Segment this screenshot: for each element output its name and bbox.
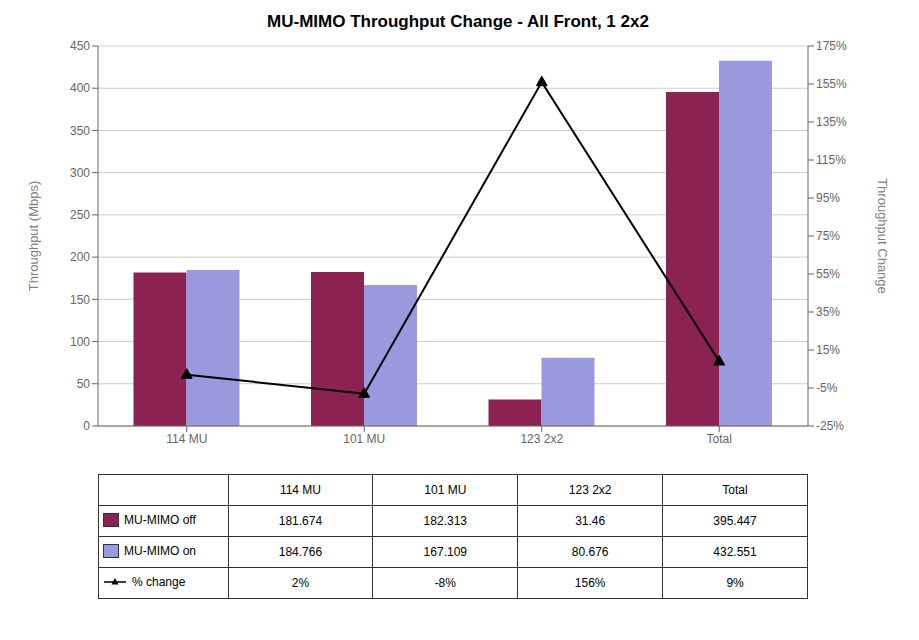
html-text:432.551: 432.551 <box>713 545 757 559</box>
html-text:101 MU: 101 MU <box>424 483 467 497</box>
html-text:Total: Total <box>722 483 748 497</box>
svg-text:175%: 175% <box>816 39 847 53</box>
html-text:MU-MIMO Throughput Change - Al: MU-MIMO Throughput Change - All Front, 1… <box>267 12 649 31</box>
html-text:80.676: 80.676 <box>571 545 609 559</box>
html-text:2%: 2% <box>291 576 310 590</box>
svg-text:350: 350 <box>70 124 90 138</box>
html-text:182.313: 182.313 <box>423 514 467 528</box>
svg-text:Total: Total <box>707 432 732 446</box>
html-text:MU-MIMO on: MU-MIMO on <box>124 543 196 558</box>
svg-text:150: 150 <box>70 293 90 307</box>
html-text:184.766: 184.766 <box>278 545 323 559</box>
html-text:181.674: 181.674 <box>278 514 323 528</box>
html-text:156%: 156% <box>574 576 606 590</box>
svg-text:0: 0 <box>83 419 90 433</box>
svg-text:75%: 75% <box>816 229 840 243</box>
html-text:-8%: -8% <box>434 576 456 590</box>
html-text:% change: % change <box>132 575 186 589</box>
svg-text:15%: 15% <box>816 343 840 357</box>
svg-text:35%: 35% <box>816 305 840 319</box>
svg-text:114 MU: 114 MU <box>166 432 207 446</box>
html-text:167.109: 167.109 <box>423 545 467 559</box>
svg-text:155%: 155% <box>816 77 847 91</box>
svg-text:50: 50 <box>77 377 91 391</box>
svg-text:-25%: -25% <box>816 419 844 433</box>
svg-text:Throughput (Mbps): Throughput (Mbps) <box>26 181 41 292</box>
svg-text:Throughput Change: Throughput Change <box>875 178 890 294</box>
svg-text:95%: 95% <box>816 191 840 205</box>
svg-text:123 2x2: 123 2x2 <box>520 432 563 446</box>
svg-text:55%: 55% <box>816 267 840 281</box>
svg-text:-5%: -5% <box>816 381 838 395</box>
svg-text:101 MU: 101 MU <box>343 432 385 446</box>
svg-text:115%: 115% <box>816 153 846 167</box>
svg-text:100: 100 <box>70 335 90 349</box>
html-text:9%: 9% <box>726 576 744 590</box>
svg-text:300: 300 <box>70 166 90 180</box>
svg-text:250: 250 <box>70 208 90 222</box>
html-text:114 MU: 114 MU <box>279 483 321 497</box>
html-text:MU-MIMO off: MU-MIMO off <box>124 512 196 527</box>
html-text:123 2x2: 123 2x2 <box>568 483 612 497</box>
svg-text:400: 400 <box>70 81 90 95</box>
svg-text:200: 200 <box>70 250 90 264</box>
svg-text:135%: 135% <box>816 115 847 129</box>
html-text:395.447: 395.447 <box>713 514 757 528</box>
svg-text:450: 450 <box>70 39 90 53</box>
html-text:31.46: 31.46 <box>575 514 606 528</box>
